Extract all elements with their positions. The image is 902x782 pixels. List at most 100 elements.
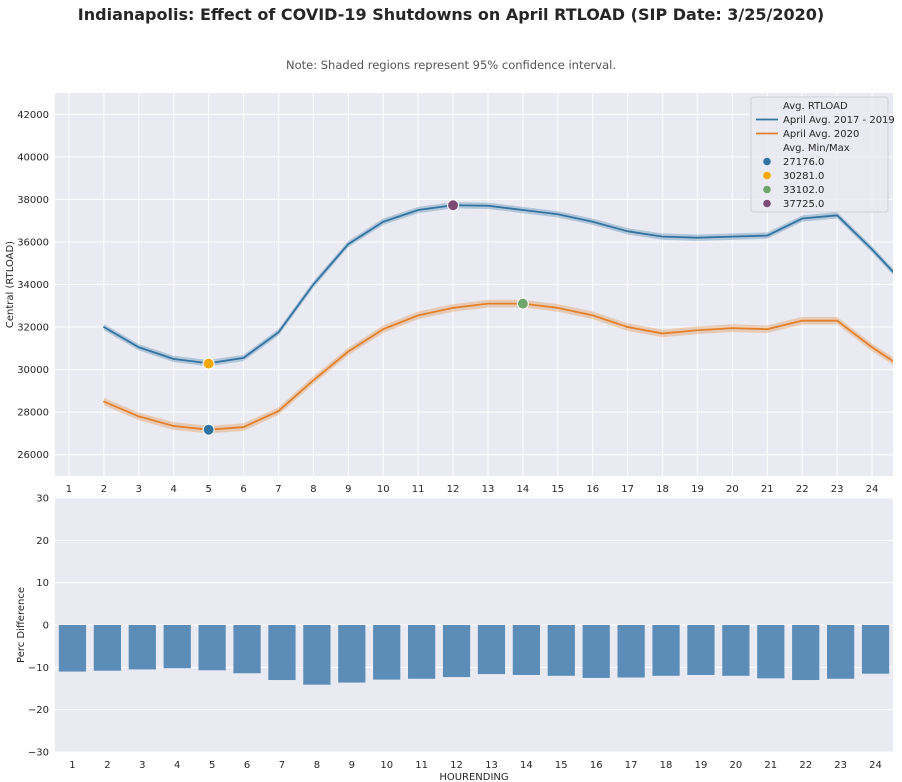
x-tick-label: 1 xyxy=(69,760,75,771)
x-tick-label: 8 xyxy=(310,484,316,495)
series-point xyxy=(557,307,559,309)
y-tick-label: 38000 xyxy=(17,195,49,206)
x-tick-label: 19 xyxy=(695,760,708,771)
series-point xyxy=(138,346,140,349)
x-tick-label: 5 xyxy=(209,760,215,771)
series-point xyxy=(487,204,489,207)
ci-band-2 xyxy=(103,299,893,434)
series-point xyxy=(892,360,893,362)
y-axis-label: Central (RTLOAD) xyxy=(5,241,16,328)
figure-title: Indianapolis: Effect of COVID-19 Shutdow… xyxy=(77,5,825,24)
legend-marker-swatch xyxy=(763,185,771,194)
bar xyxy=(93,625,121,671)
y-tick-label: 32000 xyxy=(17,323,49,334)
series-point xyxy=(103,400,105,403)
x-tick-label: 12 xyxy=(450,760,463,771)
x-tick-label: 14 xyxy=(517,484,530,495)
x-tick-label: 3 xyxy=(139,760,145,771)
x-tick-label: 12 xyxy=(447,484,460,495)
bar xyxy=(547,625,575,676)
y-tick-label: 28000 xyxy=(17,408,49,419)
bar xyxy=(408,625,436,679)
bar xyxy=(617,625,645,678)
minmax-marker xyxy=(202,357,215,370)
y-tick-label: 26000 xyxy=(17,450,49,461)
series-point xyxy=(277,410,280,412)
x-tick-label: 7 xyxy=(275,484,281,495)
series-point xyxy=(312,283,315,286)
bar xyxy=(827,625,855,679)
legend: Avg. RTLOAD April Avg. 2017 - 2019 April A… xyxy=(750,96,895,213)
bar xyxy=(477,625,506,675)
x-tick-label: 23 xyxy=(831,484,844,495)
x-tick-label: 14 xyxy=(520,760,533,771)
series-point xyxy=(172,425,175,427)
x-tick-label: 8 xyxy=(314,760,320,771)
series-group xyxy=(103,202,893,434)
legend-marker-entry: 27176.0 xyxy=(783,157,824,168)
legend-marker-entry: 33102.0 xyxy=(783,185,824,196)
series-point xyxy=(382,328,385,330)
bar xyxy=(233,625,261,674)
y-tick-label: 0 xyxy=(43,621,49,632)
y-tick-label: 42000 xyxy=(17,110,49,121)
series-point xyxy=(766,328,769,330)
series-point xyxy=(382,220,385,223)
x-tick-label: 20 xyxy=(730,760,743,771)
series-point xyxy=(487,302,489,305)
series-point xyxy=(801,319,804,322)
x-tick-label: 24 xyxy=(866,484,879,495)
x-tick-label: 18 xyxy=(660,760,673,771)
series-point xyxy=(871,346,873,349)
series-line-2 xyxy=(103,302,893,431)
series-point xyxy=(836,319,838,322)
line-chart: 26000 28000 30000 32000 34000 36000 38000 40000… xyxy=(5,93,895,495)
series-point xyxy=(172,358,175,360)
x-tick-label: 19 xyxy=(691,484,704,495)
legend-entry-1: April Avg. 2017 - 2019 xyxy=(783,115,895,126)
x-tick-label: 21 xyxy=(761,484,774,495)
x-tick-label: 4 xyxy=(171,484,177,495)
x-tick-label: 16 xyxy=(586,484,599,495)
series-line-1 xyxy=(103,204,893,365)
x-tick-label: 2 xyxy=(104,760,110,771)
series-point xyxy=(696,236,699,239)
x-axis-label: HOURENDING xyxy=(439,772,508,782)
minmax-marker xyxy=(447,199,460,212)
bar xyxy=(687,625,715,675)
x-tick-label: 24 xyxy=(869,760,882,771)
bar xyxy=(373,625,401,680)
legend-marker-swatch xyxy=(763,157,771,166)
x-tick-label: 13 xyxy=(482,484,495,495)
bar xyxy=(757,625,785,679)
bar xyxy=(128,625,156,670)
x-tick-label: 17 xyxy=(621,484,634,495)
x-tick-label: 11 xyxy=(415,760,428,771)
bar xyxy=(198,625,226,671)
x-tick-label: 15 xyxy=(551,484,564,495)
legend-marker-swatch xyxy=(763,199,771,208)
x-tick-label: 4 xyxy=(174,760,180,771)
x-tick-label: 6 xyxy=(244,760,250,771)
series-point xyxy=(242,426,245,428)
x-tick-label: 1 xyxy=(66,484,72,495)
x-tick-label: 18 xyxy=(656,484,669,495)
x-tick-label: 3 xyxy=(136,484,142,495)
series-point xyxy=(103,326,105,328)
series-point xyxy=(871,248,873,251)
bar xyxy=(163,625,191,669)
minmax-marker xyxy=(516,297,529,310)
x-tick-label: 22 xyxy=(796,484,809,495)
y-tick-label: 20 xyxy=(36,536,49,547)
legend-marker-entry: 30281.0 xyxy=(783,171,824,182)
y-tick-label: 10 xyxy=(36,578,49,589)
figure-subtitle: Note: Shaded regions represent 95% confi… xyxy=(286,58,616,72)
bar xyxy=(582,625,610,678)
series-point xyxy=(626,326,629,328)
series-point xyxy=(591,314,594,317)
series-point xyxy=(696,329,699,332)
series-point xyxy=(626,230,629,233)
series-point xyxy=(312,379,315,382)
bar xyxy=(442,625,471,678)
